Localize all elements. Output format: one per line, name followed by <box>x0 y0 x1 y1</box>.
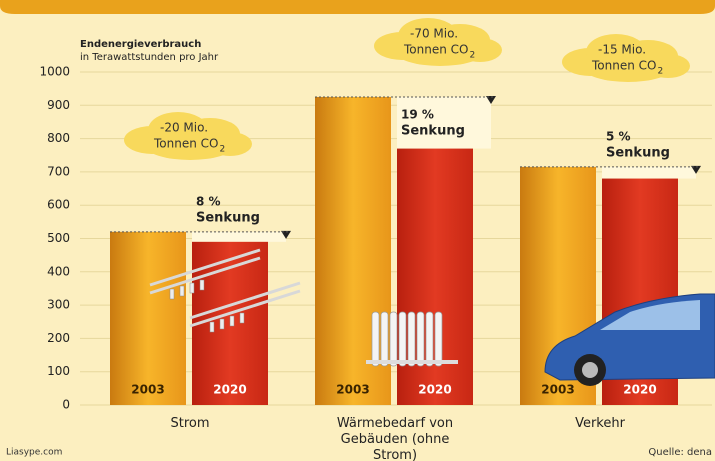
bar <box>315 96 391 405</box>
co2-subscript: 2 <box>657 67 663 77</box>
axis-subtitle: in Terawattstunden pro Jahr <box>80 52 219 63</box>
reduction-label: Senkung <box>606 145 670 160</box>
insulator <box>209 321 215 333</box>
co2-line2: Tonnen CO <box>153 137 218 151</box>
cloud <box>396 38 484 66</box>
y-tick-label: 400 <box>47 264 70 278</box>
bar <box>110 231 186 405</box>
insulator <box>219 318 225 330</box>
y-tick-label: 800 <box>47 131 70 145</box>
co2-line2: Tonnen CO <box>591 59 656 73</box>
y-tick-label: 600 <box>47 198 70 212</box>
marker-triangle <box>691 165 701 174</box>
cloud <box>584 54 672 82</box>
radiator-fin <box>425 311 434 367</box>
marker-triangle <box>486 95 496 104</box>
bar-series-label: 2003 <box>131 383 164 397</box>
bar-series-label: 2020 <box>623 383 656 397</box>
y-tick-label: 900 <box>47 98 70 112</box>
bar-series-label: 2020 <box>418 383 451 397</box>
co2-line2: Tonnen CO <box>403 43 468 57</box>
car-hub <box>582 362 598 378</box>
insulator <box>189 282 195 294</box>
co2-line1: -70 Mio. <box>410 27 458 41</box>
y-tick-label: 100 <box>47 364 70 378</box>
insulator <box>179 285 185 297</box>
reduction-percent: 8 % <box>196 194 221 208</box>
cloud <box>146 132 234 160</box>
car-window <box>600 300 700 330</box>
y-tick-label: 300 <box>47 298 70 312</box>
top-band <box>0 0 715 14</box>
source: Quelle: dena <box>648 447 712 458</box>
radiator-fin <box>389 311 398 367</box>
bar-series-label: 2003 <box>336 383 369 397</box>
reduction-band <box>602 166 696 179</box>
reduction-label: Senkung <box>401 123 465 138</box>
reduction-percent: 19 % <box>401 107 434 121</box>
insulator <box>199 279 205 291</box>
bar <box>397 148 473 405</box>
radiator-fin <box>371 311 380 367</box>
bar-series-label: 2003 <box>541 383 574 397</box>
co2-line1: -20 Mio. <box>160 121 208 135</box>
credit: Liasype.com <box>6 448 62 458</box>
x-tick-label: Verkehr <box>575 416 625 431</box>
radiator-fin <box>434 311 443 367</box>
insulator <box>169 288 175 300</box>
y-tick-label: 200 <box>47 331 70 345</box>
radiator-fin <box>398 311 407 367</box>
y-tick-label: 500 <box>47 231 70 245</box>
x-tick-label: Wärmebedarf von Gebäuden (ohne Strom) <box>336 416 454 461</box>
marker-triangle <box>281 230 291 239</box>
axis-title: Endenergieverbrauch <box>80 39 201 50</box>
x-tick-label: Strom <box>170 416 210 431</box>
radiator-fin <box>407 311 416 367</box>
reduction-label: Senkung <box>196 210 260 225</box>
insulator <box>239 312 245 324</box>
pylon <box>149 248 261 295</box>
reduction-band <box>397 96 491 149</box>
radiator-fin <box>416 311 425 367</box>
reduction-band <box>192 231 286 242</box>
y-tick-label: 0 <box>62 398 70 412</box>
radiator-fin <box>380 311 389 367</box>
reduction-percent: 5 % <box>606 129 631 143</box>
y-tick-label: 1000 <box>39 65 70 79</box>
co2-subscript: 2 <box>219 145 225 155</box>
co2-subscript: 2 <box>469 51 475 61</box>
y-tick-label: 700 <box>47 164 70 178</box>
pylon <box>189 281 301 328</box>
bar-series-label: 2020 <box>213 383 246 397</box>
radiator-pipe <box>366 360 458 364</box>
insulator <box>229 315 235 327</box>
co2-line1: -15 Mio. <box>598 43 646 57</box>
